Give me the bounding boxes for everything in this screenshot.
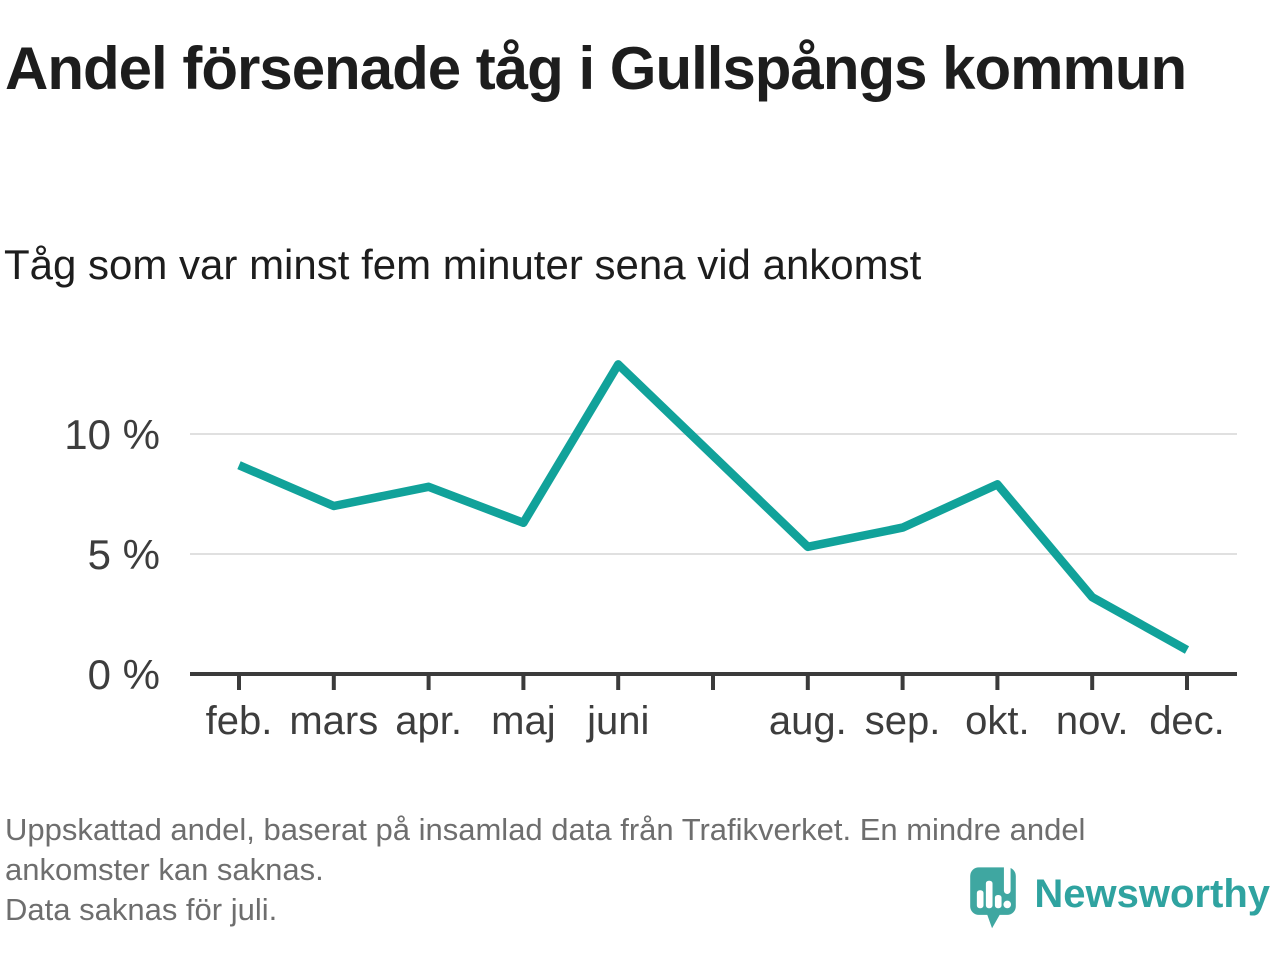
delay-trend-line <box>237 360 1190 654</box>
missing-data-note: Data saknas för juli. <box>5 892 278 927</box>
y-tick-label: 0 % <box>88 651 160 698</box>
brand-name: Newsworthy <box>1034 871 1270 916</box>
x-tick-label: mars <box>289 699 378 743</box>
newsworthy-bubble-chart-icon <box>970 859 1017 929</box>
x-tick-label: feb. <box>206 699 273 743</box>
y-axis-labels: 0 % 5 % 10 % <box>64 411 160 698</box>
x-tick-label: okt. <box>965 699 1029 743</box>
chart-subtitle: Tåg som var minst fem minuter sena vid a… <box>4 241 922 288</box>
x-tick-label: dec. <box>1149 699 1225 743</box>
source-note: Uppskattad andel, baserat på insamlad da… <box>5 810 1105 930</box>
source-note-line: Uppskattad andel, baserat på insamlad da… <box>5 812 1086 847</box>
x-axis-labels: feb. mars apr. maj juni aug. sep. okt. nov. dec. <box>206 699 1225 743</box>
gridlines <box>190 433 1237 555</box>
x-tick-label: sep. <box>865 699 941 743</box>
newsworthy-brand: Newsworthy <box>968 856 1270 932</box>
source-note-line: ankomster kan saknas. <box>5 852 324 887</box>
x-tick-label: nov. <box>1056 699 1129 743</box>
y-tick-label: 5 % <box>88 531 160 578</box>
chart-title: Andel försenade tåg i Gullspångs kommun <box>5 35 1187 102</box>
data-line <box>237 360 1190 654</box>
x-tick-label: juni <box>586 699 649 743</box>
x-axis-ticks <box>237 674 1189 690</box>
x-tick-label: aug. <box>769 699 847 743</box>
y-tick-label: 10 % <box>64 411 160 458</box>
x-tick-label: maj <box>491 699 555 743</box>
x-tick-label: apr. <box>395 699 462 743</box>
